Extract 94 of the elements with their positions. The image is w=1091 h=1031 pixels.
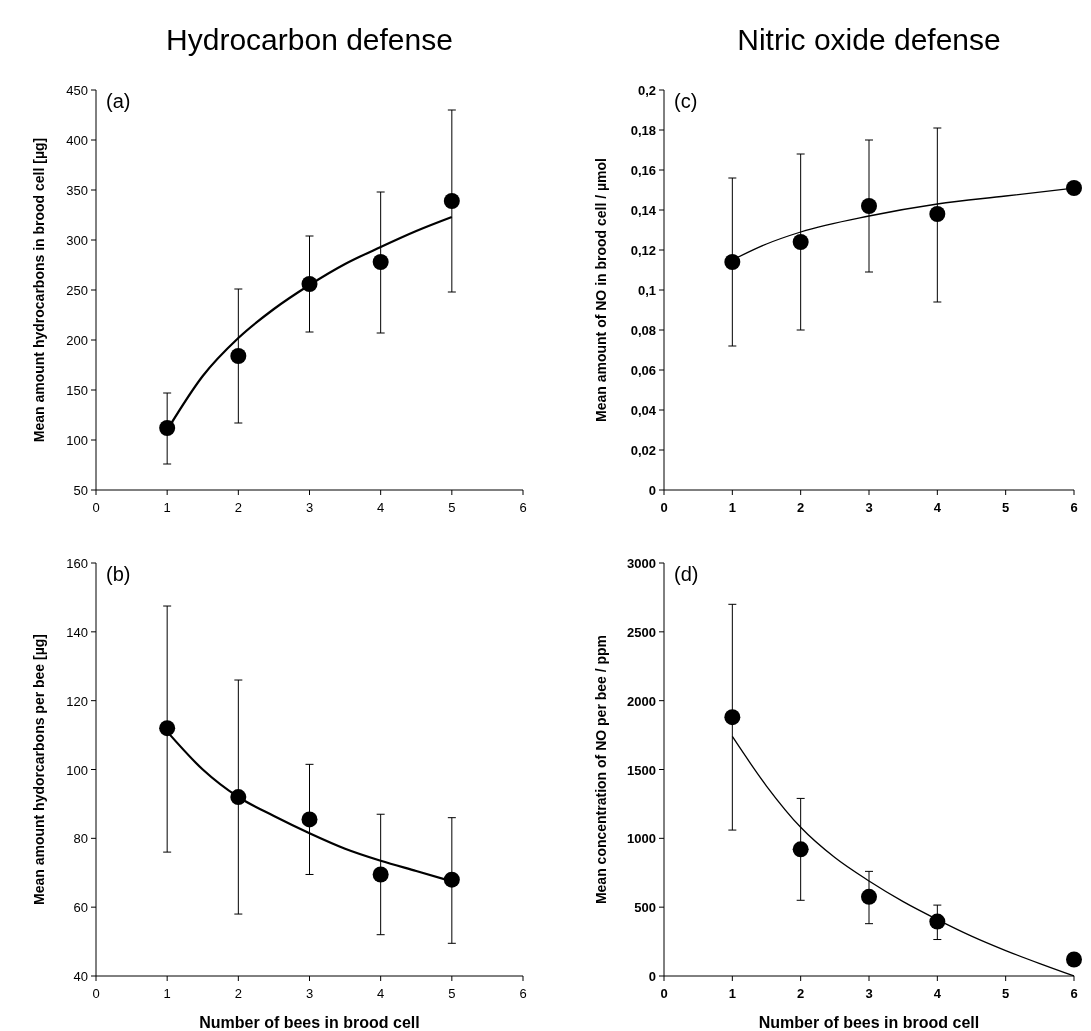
x-tick-label: 2 bbox=[797, 986, 805, 1001]
x-tick-label: 5 bbox=[448, 500, 456, 515]
y-tick-label: 250 bbox=[66, 283, 88, 298]
point bbox=[861, 198, 877, 214]
point bbox=[929, 206, 946, 222]
y-tick-label: 150 bbox=[66, 383, 88, 398]
x-tick-label: 3 bbox=[305, 986, 314, 1001]
y-tick-label: 0,18 bbox=[630, 123, 656, 138]
x-tick-label: 1 bbox=[163, 986, 171, 1001]
annotation: (b) bbox=[106, 563, 131, 585]
y-tick-label: 400 bbox=[66, 133, 88, 148]
x-tick-label: 0 bbox=[660, 500, 668, 515]
x-tick-label: 6 bbox=[519, 986, 527, 1001]
point bbox=[443, 193, 460, 209]
y-axis-title: Mean concentration of NO per bee / ppm bbox=[593, 634, 609, 905]
y-tick-label: 2000 bbox=[627, 693, 656, 709]
annotation: (d) bbox=[674, 563, 699, 585]
y-tick-label: 100 bbox=[66, 762, 88, 778]
y-tick-label: 160 bbox=[66, 556, 88, 571]
point bbox=[159, 720, 176, 737]
point bbox=[301, 276, 318, 292]
y-tick-label: 0 bbox=[648, 483, 656, 498]
x-tick-label: 3 bbox=[865, 986, 873, 1001]
y-tick-label: 0,1 bbox=[637, 283, 656, 298]
chart-title: Hydrocarbon defense bbox=[166, 23, 453, 56]
point bbox=[861, 888, 877, 905]
annotation: (a) bbox=[106, 90, 131, 112]
point bbox=[929, 913, 946, 930]
x-tick-label: 0 bbox=[660, 986, 668, 1001]
chart-title: Nitric oxide defense bbox=[737, 23, 1001, 56]
y-tick-label: 40 bbox=[73, 969, 88, 984]
y-tick-label: 350 bbox=[66, 183, 88, 198]
x-tick-label: 2 bbox=[797, 500, 805, 515]
point bbox=[372, 866, 389, 883]
y-tick-label: 0,08 bbox=[630, 323, 656, 338]
x-tick-label: 5 bbox=[1002, 500, 1010, 515]
y-tick-label: 60 bbox=[73, 900, 88, 916]
x-tick-label: 4 bbox=[933, 500, 942, 515]
y-tick-label: 0,12 bbox=[630, 243, 656, 258]
point bbox=[1066, 951, 1082, 968]
x-axis-title: Number of bees in brood cell bbox=[199, 1014, 420, 1031]
y-tick-label: 120 bbox=[66, 693, 88, 709]
x-tick-label: 5 bbox=[448, 986, 456, 1001]
y-tick-label: 2500 bbox=[627, 624, 656, 640]
y-tick-label: 0 bbox=[648, 969, 656, 984]
x-tick-label: 2 bbox=[234, 986, 242, 1001]
y-tick-label: 140 bbox=[66, 624, 88, 640]
y-tick-label: 1500 bbox=[627, 762, 656, 778]
point bbox=[443, 871, 460, 888]
point bbox=[792, 841, 809, 858]
y-tick-label: 200 bbox=[66, 333, 88, 348]
y-tick-label: 450 bbox=[66, 83, 88, 98]
point bbox=[792, 234, 809, 250]
y-tick-label: 80 bbox=[73, 831, 88, 847]
y-tick-label: 300 bbox=[66, 233, 88, 248]
y-axis-title: Mean amount hydrocarbons in brood cell [µg] bbox=[31, 137, 47, 443]
annotation: (c) bbox=[674, 90, 698, 112]
y-tick-label: 0,02 bbox=[630, 443, 656, 458]
point bbox=[230, 348, 247, 364]
x-tick-label: 3 bbox=[305, 500, 314, 515]
point bbox=[724, 254, 741, 270]
x-tick-label: 6 bbox=[1070, 500, 1078, 515]
point bbox=[372, 254, 389, 270]
x-tick-label: 4 bbox=[377, 986, 385, 1001]
x-tick-label: 0 bbox=[92, 500, 100, 515]
y-tick-label: 50 bbox=[73, 483, 88, 498]
point bbox=[724, 709, 741, 726]
y-tick-label: 1000 bbox=[627, 831, 656, 847]
y-tick-label: 0,2 bbox=[637, 83, 656, 98]
x-tick-label: 1 bbox=[728, 986, 736, 1001]
x-tick-label: 0 bbox=[92, 986, 100, 1001]
point bbox=[1066, 180, 1082, 196]
x-tick-label: 1 bbox=[728, 500, 736, 515]
y-tick-label: 3000 bbox=[627, 556, 656, 571]
x-tick-label: 6 bbox=[519, 500, 527, 515]
x-tick-label: 2 bbox=[234, 500, 242, 515]
y-tick-label: 500 bbox=[634, 900, 656, 916]
x-axis-title: Number of bees in brood cell bbox=[758, 1014, 980, 1031]
y-axis-title: Mean amount of NO in brood cell / µmol bbox=[593, 158, 609, 422]
x-tick-label: 1 bbox=[163, 500, 171, 515]
y-tick-label: 0,16 bbox=[630, 163, 656, 178]
y-tick-label: 0,04 bbox=[630, 403, 657, 418]
x-tick-label: 4 bbox=[377, 500, 385, 515]
x-tick-label: 4 bbox=[933, 986, 942, 1001]
y-axis-title: Mean amount hydorcarbons per bee [µg] bbox=[31, 634, 47, 905]
point bbox=[230, 789, 247, 806]
x-tick-label: 3 bbox=[865, 500, 873, 515]
y-tick-label: 0,06 bbox=[630, 363, 656, 378]
x-tick-label: 6 bbox=[1070, 986, 1078, 1001]
y-tick-label: 100 bbox=[66, 433, 88, 448]
point bbox=[301, 811, 318, 828]
x-tick-label: 5 bbox=[1002, 986, 1010, 1001]
y-tick-label: 0,14 bbox=[630, 203, 657, 218]
point bbox=[159, 420, 176, 436]
